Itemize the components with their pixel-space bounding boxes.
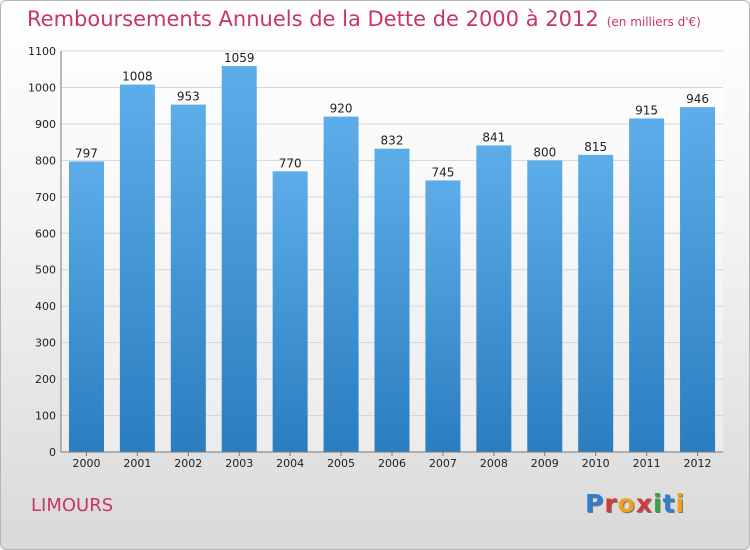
x-tick-label: 2000 xyxy=(72,457,100,470)
logo-letter: r xyxy=(604,489,618,518)
y-tick-label: 100 xyxy=(35,410,56,423)
x-tick-label: 2003 xyxy=(225,457,253,470)
x-tick-label: 2002 xyxy=(174,457,202,470)
x-tick-label: 2012 xyxy=(684,457,712,470)
bar xyxy=(680,107,716,452)
data-label: 770 xyxy=(279,156,302,170)
chart-title: Remboursements Annuels de la Dette de 20… xyxy=(27,7,701,31)
logo-letter: P xyxy=(585,489,605,518)
y-tick-label: 600 xyxy=(35,227,56,240)
bar xyxy=(119,84,155,453)
x-tick-label: 2009 xyxy=(531,457,559,470)
data-label: 1008 xyxy=(122,70,153,84)
data-label: 920 xyxy=(330,102,353,116)
data-label: 915 xyxy=(635,103,658,117)
y-tick-label: 200 xyxy=(35,373,56,386)
data-label: 953 xyxy=(177,90,200,104)
data-label: 745 xyxy=(431,165,454,179)
logo-letter: i xyxy=(675,489,686,518)
axes: 0 100 200 300 400 500 600 700 800 900 1000 1100 2000… xyxy=(28,45,723,470)
logo-letter: x xyxy=(635,489,653,518)
bar xyxy=(272,171,308,453)
x-tick-label: 2007 xyxy=(429,457,457,470)
data-label: 800 xyxy=(533,145,556,159)
chart-title-text: Remboursements Annuels de la Dette de 20… xyxy=(27,7,599,31)
y-tick-label: 700 xyxy=(35,191,56,204)
data-label: 832 xyxy=(381,134,404,148)
bar xyxy=(629,118,665,452)
bars xyxy=(68,65,716,453)
y-tick-label: 0 xyxy=(49,446,56,459)
y-tick-label: 800 xyxy=(35,154,56,167)
bar xyxy=(476,145,512,452)
x-tick-label: 2010 xyxy=(582,457,610,470)
chart-subtitle: (en milliers d'€) xyxy=(606,15,701,29)
y-tick-label: 1000 xyxy=(28,81,56,94)
x-tick-label: 2001 xyxy=(123,457,151,470)
x-tick-label: 2006 xyxy=(378,457,406,470)
bar xyxy=(527,160,563,452)
bar xyxy=(68,161,104,452)
commune-name: LIMOURS xyxy=(31,495,114,516)
bar xyxy=(221,65,257,453)
proxiti-logo[interactable]: Proxiti xyxy=(585,489,685,518)
bar xyxy=(425,180,461,452)
logo-letter: o xyxy=(617,489,636,518)
bar xyxy=(578,154,614,453)
data-label: 841 xyxy=(482,130,505,144)
x-tick-label: 2005 xyxy=(327,457,355,470)
y-tick-label: 1100 xyxy=(28,45,56,58)
y-tick-label: 400 xyxy=(35,300,56,313)
data-labels: 797 1008 953 1059 770 920 832 745 841 800 815 915 94… xyxy=(75,51,709,179)
logo-letter: t xyxy=(662,489,676,518)
bar xyxy=(374,148,410,452)
data-label: 815 xyxy=(584,140,607,154)
logo-letter: i xyxy=(653,489,663,518)
y-tick-label: 900 xyxy=(35,118,56,131)
data-label: 946 xyxy=(686,92,709,106)
x-tick-label: 2011 xyxy=(633,457,661,470)
x-tick-label: 2004 xyxy=(276,457,304,470)
data-label: 1059 xyxy=(224,51,255,65)
y-tick-label: 500 xyxy=(35,264,56,277)
bar xyxy=(170,104,206,452)
y-tick-label: 300 xyxy=(35,337,56,350)
bar xyxy=(323,116,359,453)
x-tick-label: 2008 xyxy=(480,457,508,470)
data-label: 797 xyxy=(75,146,98,160)
